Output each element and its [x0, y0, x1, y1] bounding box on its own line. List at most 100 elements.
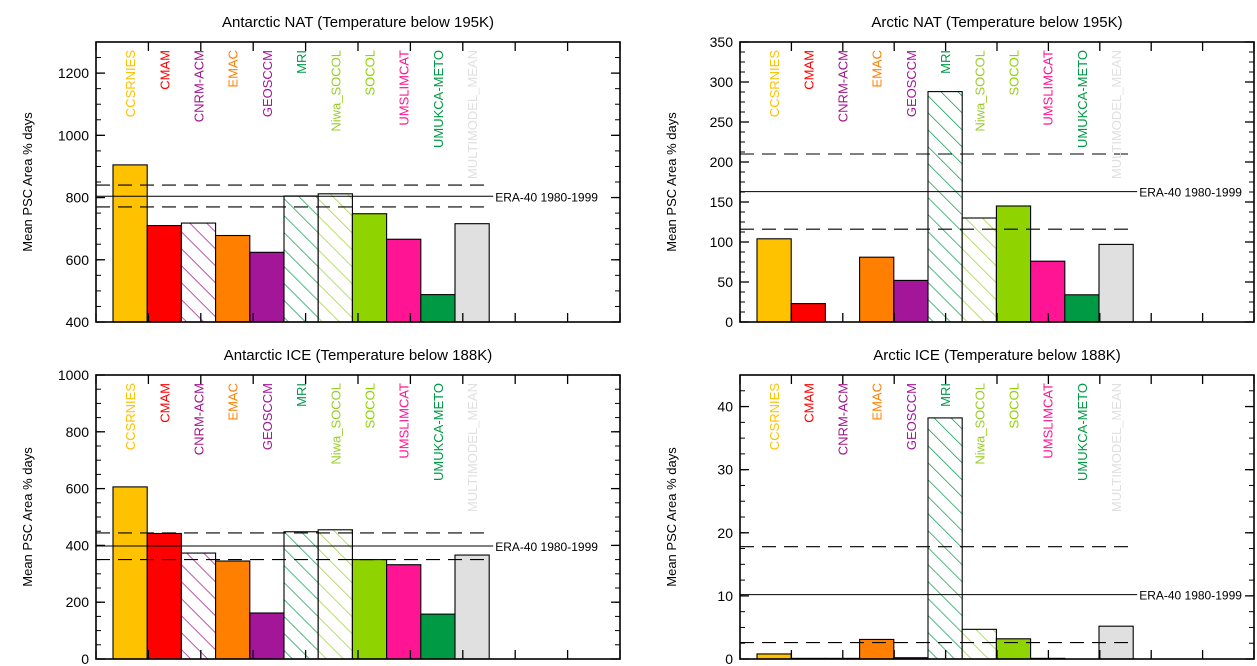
bar-geosccm: [249, 612, 285, 660]
bar-mri: [927, 417, 963, 660]
model-label-umukca-meto: UMUKCA-METO: [431, 383, 446, 481]
model-label-cnrm-acm: CNRM-ACM: [192, 383, 207, 455]
y-tick-label: 0: [81, 651, 89, 666]
model-label-geosccm: GEOSCCM: [904, 383, 919, 450]
model-label-multimodel-mean: MULTIMODEL_MEAN: [465, 383, 480, 512]
era40-label: ERA-40 1980-1999: [1139, 589, 1242, 603]
model-label-umukca-meto: UMUKCA-METO: [1075, 50, 1090, 148]
y-tick-label: 1000: [58, 127, 89, 143]
bar-emac: [215, 234, 251, 323]
bar-cmam: [146, 532, 182, 660]
bar-ccsrnies: [112, 486, 148, 660]
model-label-ccsrnies: CCSRNIES: [123, 50, 138, 118]
bar-niwa-socol: [317, 193, 353, 323]
chart-title: Arctic NAT (Temperature below 195K): [871, 14, 1122, 31]
model-label-socol: SOCOL: [363, 50, 378, 96]
bar-cmam: [790, 303, 826, 323]
chart-antarctic-nat: Antarctic NAT (Temperature below 195K) Me…: [20, 14, 634, 330]
model-label-socol: SOCOL: [1007, 50, 1022, 96]
model-label-emac: EMAC: [870, 383, 885, 421]
era40-label-bg: [493, 537, 634, 554]
y-axis-label: Mean PSC Area % days: [664, 447, 679, 587]
y-tick-label: 40: [717, 399, 733, 415]
y-tick-label: 100: [710, 234, 734, 250]
chart-title: Arctic ICE (Temperature below 188K): [873, 347, 1121, 364]
era40-label: ERA-40 1980-1999: [495, 540, 598, 554]
model-label-cnrm-acm: CNRM-ACM: [836, 383, 851, 455]
y-tick-label: 300: [710, 74, 734, 90]
model-label-mri: MRI: [294, 50, 309, 74]
model-label-geosccm: GEOSCCM: [260, 50, 275, 117]
model-label-niwa-socol: Niwa_SOCOL: [328, 383, 343, 465]
bar-umslimcat: [1030, 260, 1066, 323]
model-label-multimodel-mean: MULTIMODEL_MEAN: [1109, 50, 1124, 179]
bar-ccsrnies: [756, 238, 792, 323]
bar-niwa-socol: [961, 628, 997, 660]
model-label-niwa-socol: Niwa_SOCOL: [328, 50, 343, 132]
plot-frame: [739, 374, 1255, 660]
y-tick-label: 800: [66, 424, 90, 440]
model-label-mri: MRI: [294, 383, 309, 407]
y-tick-label: 200: [710, 154, 734, 170]
bar-multimodel-mean: [1098, 243, 1134, 323]
model-label-geosccm: GEOSCCM: [260, 383, 275, 450]
y-tick-label: 350: [710, 34, 734, 50]
y-tick-label: 400: [66, 314, 90, 330]
bar-umslimcat: [386, 238, 422, 323]
era40-label-bg: [1137, 586, 1257, 603]
chart-title: Antarctic NAT (Temperature below 195K): [222, 14, 494, 31]
y-tick-label: 200: [66, 594, 90, 610]
bar-cnrm-acm: [180, 552, 217, 660]
bar-emac: [215, 560, 251, 660]
y-axis-label: Mean PSC Area % days: [20, 447, 35, 587]
model-label-cmam: CMAM: [801, 383, 816, 423]
model-label-geosccm: GEOSCCM: [904, 50, 919, 117]
model-label-emac: EMAC: [226, 383, 241, 421]
bar-geosccm: [893, 279, 929, 323]
model-label-ccsrnies: CCSRNIES: [767, 50, 782, 118]
bar-socol: [351, 559, 388, 660]
y-tick-label: 400: [66, 537, 90, 553]
bar-mri: [283, 531, 319, 660]
bar-multimodel-mean: [454, 223, 490, 323]
model-label-umukca-meto: UMUKCA-METO: [1075, 383, 1090, 481]
model-label-cmam: CMAM: [157, 50, 172, 90]
plot-area: ERA-40 1980-1999 CCSRNIES CMAM CNRM-ACM EMAC…: [96, 383, 634, 660]
plot-area: ERA-40 1980-1999 CCSRNIES CMAM CNRM-ACM EMAC…: [740, 383, 1257, 660]
bar-geosccm: [249, 251, 285, 323]
model-label-umslimcat: UMSLIMCAT: [1041, 50, 1056, 126]
y-axis-label: Mean PSC Area % days: [20, 112, 35, 252]
model-label-multimodel-mean: MULTIMODEL_MEAN: [1109, 383, 1124, 512]
era40-label: ERA-40 1980-1999: [495, 190, 598, 204]
model-label-cnrm-acm: CNRM-ACM: [836, 50, 851, 122]
y-tick-label: 250: [710, 114, 734, 130]
bar-niwa-socol: [317, 529, 353, 660]
model-label-umslimcat: UMSLIMCAT: [397, 383, 412, 459]
bar-cnrm-acm: [180, 222, 217, 323]
bar-socol: [995, 638, 1032, 660]
model-label-cmam: CMAM: [801, 50, 816, 90]
y-axis-label: Mean PSC Area % days: [664, 112, 679, 252]
era40-label: ERA-40 1980-1999: [1139, 186, 1242, 200]
bar-umukca-meto: [1064, 294, 1100, 323]
bar-ccsrnies: [112, 164, 148, 323]
y-tick-label: 20: [717, 525, 733, 541]
era40-label-bg: [493, 188, 634, 205]
plot-area: ERA-40 1980-1999 CCSRNIES CMAM CNRM-ACM EMAC…: [740, 50, 1257, 323]
model-label-ccsrnies: CCSRNIES: [123, 383, 138, 451]
y-tick-label: 1000: [58, 367, 89, 383]
chart-title: Antarctic ICE (Temperature below 188K): [224, 347, 492, 364]
model-label-niwa-socol: Niwa_SOCOL: [972, 383, 987, 465]
model-label-umukca-meto: UMUKCA-METO: [431, 50, 446, 148]
model-label-ccsrnies: CCSRNIES: [767, 383, 782, 451]
model-label-emac: EMAC: [870, 50, 885, 88]
y-tick-label: 600: [66, 252, 90, 268]
model-label-cmam: CMAM: [157, 383, 172, 423]
y-tick-label: 600: [66, 481, 90, 497]
model-label-socol: SOCOL: [1007, 383, 1022, 429]
y-tick-label: 10: [717, 588, 733, 604]
model-label-cnrm-acm: CNRM-ACM: [192, 50, 207, 122]
model-label-mri: MRI: [938, 383, 953, 407]
y-tick-label: 800: [66, 190, 90, 206]
model-label-niwa-socol: Niwa_SOCOL: [972, 50, 987, 132]
